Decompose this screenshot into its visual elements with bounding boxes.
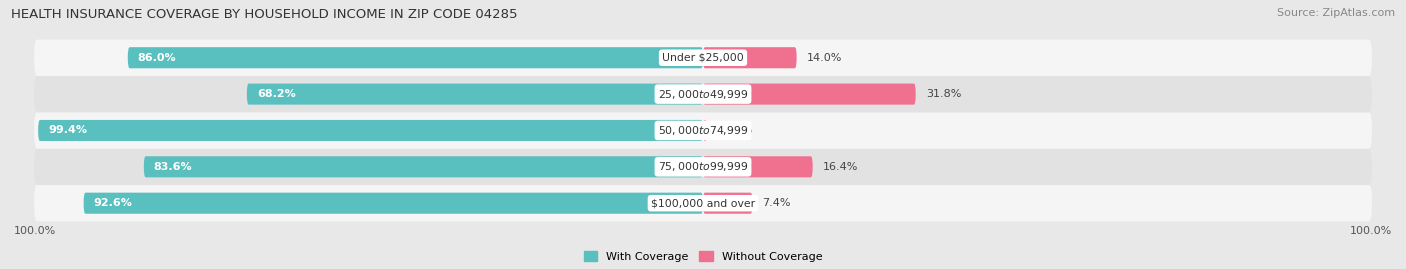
FancyBboxPatch shape [703, 193, 752, 214]
FancyBboxPatch shape [34, 76, 1372, 112]
FancyBboxPatch shape [703, 120, 707, 141]
Text: 92.6%: 92.6% [94, 198, 132, 208]
FancyBboxPatch shape [128, 47, 703, 68]
FancyBboxPatch shape [703, 47, 797, 68]
FancyBboxPatch shape [34, 149, 1372, 185]
Text: $25,000 to $49,999: $25,000 to $49,999 [658, 88, 748, 101]
FancyBboxPatch shape [703, 84, 915, 105]
Text: $50,000 to $74,999: $50,000 to $74,999 [658, 124, 748, 137]
FancyBboxPatch shape [247, 84, 703, 105]
Text: Source: ZipAtlas.com: Source: ZipAtlas.com [1277, 8, 1395, 18]
FancyBboxPatch shape [703, 156, 813, 177]
Text: 0.57%: 0.57% [717, 125, 752, 136]
Text: 86.0%: 86.0% [138, 53, 176, 63]
FancyBboxPatch shape [38, 120, 703, 141]
FancyBboxPatch shape [34, 112, 1372, 149]
FancyBboxPatch shape [34, 40, 1372, 76]
FancyBboxPatch shape [34, 185, 1372, 221]
FancyBboxPatch shape [143, 156, 703, 177]
Text: 14.0%: 14.0% [807, 53, 842, 63]
Text: 68.2%: 68.2% [257, 89, 295, 99]
Text: $100,000 and over: $100,000 and over [651, 198, 755, 208]
Text: 100.0%: 100.0% [14, 226, 56, 236]
Text: 16.4%: 16.4% [823, 162, 858, 172]
Text: HEALTH INSURANCE COVERAGE BY HOUSEHOLD INCOME IN ZIP CODE 04285: HEALTH INSURANCE COVERAGE BY HOUSEHOLD I… [11, 8, 517, 21]
Text: 100.0%: 100.0% [1350, 226, 1392, 236]
Legend: With Coverage, Without Coverage: With Coverage, Without Coverage [579, 247, 827, 266]
Text: Under $25,000: Under $25,000 [662, 53, 744, 63]
Text: 83.6%: 83.6% [153, 162, 193, 172]
Text: $75,000 to $99,999: $75,000 to $99,999 [658, 160, 748, 173]
Text: 7.4%: 7.4% [762, 198, 792, 208]
Text: 31.8%: 31.8% [925, 89, 962, 99]
Text: 99.4%: 99.4% [48, 125, 87, 136]
FancyBboxPatch shape [83, 193, 703, 214]
